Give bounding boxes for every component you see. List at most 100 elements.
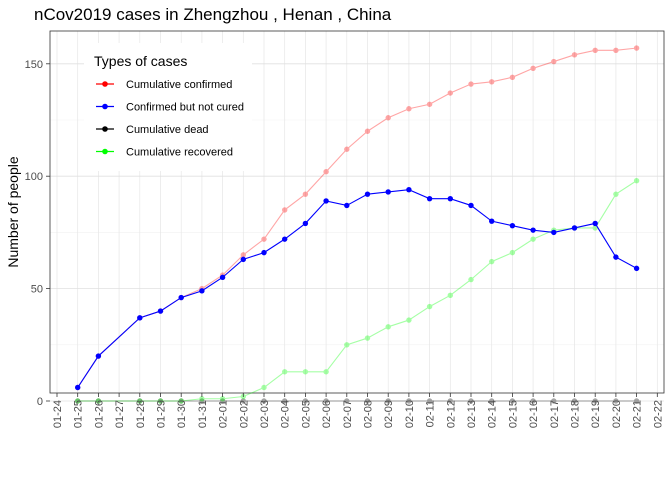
data-point bbox=[364, 398, 371, 404]
data-point bbox=[385, 398, 391, 404]
data-point bbox=[592, 398, 598, 404]
legend: Cumulative confirmed Confirmed but not cu… bbox=[96, 79, 244, 159]
data-point bbox=[468, 202, 474, 209]
data-point bbox=[261, 249, 267, 256]
data-point bbox=[344, 398, 350, 404]
data-point bbox=[157, 398, 164, 404]
data-point bbox=[261, 384, 267, 391]
data-point bbox=[592, 220, 598, 227]
data-point bbox=[613, 191, 619, 197]
data-point bbox=[282, 236, 288, 242]
data-point bbox=[137, 398, 143, 404]
legend-label: Cumulative recovered bbox=[126, 147, 233, 159]
data-point bbox=[633, 177, 640, 184]
x-tick-label: 02-12 bbox=[445, 400, 457, 428]
data-point bbox=[344, 342, 350, 348]
data-point bbox=[426, 195, 433, 202]
data-point bbox=[551, 58, 557, 65]
data-point bbox=[571, 225, 578, 231]
x-tick-label: 02-07 bbox=[342, 400, 354, 428]
data-point bbox=[426, 398, 433, 404]
x-tick-label: 02-11 bbox=[425, 400, 437, 427]
data-point bbox=[199, 398, 205, 404]
x-tick-label: 02-02 bbox=[238, 400, 250, 428]
data-point bbox=[509, 398, 516, 404]
data-point bbox=[344, 202, 350, 209]
axes: 0 50 100 150 01-24 01-25 01-26 01-27 01-28 01-29 0… bbox=[25, 59, 665, 428]
data-point bbox=[364, 128, 371, 134]
data-point bbox=[489, 79, 495, 85]
series-cumulative-recovered bbox=[75, 177, 640, 404]
plot-panel-border bbox=[49, 30, 665, 394]
legend-key-point bbox=[102, 126, 108, 132]
x-tick-label: 02-01 bbox=[218, 400, 230, 428]
x-tick-label: 02-04 bbox=[280, 400, 292, 428]
data-point bbox=[385, 324, 391, 330]
data-point bbox=[530, 227, 536, 233]
data-point bbox=[344, 146, 350, 152]
x-tick-label: 02-22 bbox=[652, 400, 664, 428]
x-tick-label: 02-06 bbox=[321, 400, 333, 428]
data-point bbox=[178, 398, 184, 404]
data-point bbox=[178, 294, 184, 301]
data-point bbox=[323, 169, 329, 175]
x-tick-label: 02-13 bbox=[466, 400, 478, 428]
data-point bbox=[406, 106, 412, 112]
x-tick-label: 02-03 bbox=[259, 400, 271, 428]
legend-key-point bbox=[102, 103, 108, 110]
data-point bbox=[302, 191, 309, 197]
data-point bbox=[219, 274, 226, 281]
legend-label: Cumulative dead bbox=[126, 124, 209, 136]
data-point bbox=[240, 256, 246, 263]
data-point bbox=[240, 252, 246, 258]
x-tick-label: 01-24 bbox=[52, 400, 64, 428]
data-point bbox=[157, 398, 164, 404]
data-point bbox=[613, 47, 619, 54]
data-point bbox=[137, 398, 143, 404]
data-point bbox=[426, 101, 433, 107]
series-cumulative-dead bbox=[75, 398, 640, 404]
data-point bbox=[530, 236, 536, 242]
data-point bbox=[468, 276, 474, 283]
data-point bbox=[571, 398, 578, 404]
data-point bbox=[509, 74, 516, 80]
data-point bbox=[323, 398, 329, 404]
x-tick-label: 01-26 bbox=[93, 400, 105, 428]
x-tick-label: 01-28 bbox=[135, 400, 147, 428]
series-layer bbox=[75, 45, 640, 404]
data-point bbox=[75, 398, 81, 404]
data-point bbox=[406, 398, 412, 404]
y-tick-label: 50 bbox=[31, 284, 43, 296]
legend-label: Cumulative confirmed bbox=[126, 79, 232, 91]
data-point bbox=[364, 335, 371, 341]
data-point bbox=[199, 396, 205, 402]
data-point bbox=[426, 303, 433, 310]
data-point bbox=[613, 254, 619, 260]
data-point bbox=[240, 398, 246, 404]
data-point bbox=[551, 229, 557, 236]
x-tick-label: 02-20 bbox=[611, 400, 623, 428]
data-point bbox=[282, 369, 288, 375]
data-point bbox=[633, 45, 640, 51]
data-point bbox=[323, 369, 329, 375]
data-point bbox=[509, 249, 516, 256]
x-tick-label: 01-31 bbox=[197, 400, 209, 428]
series-confirmed-but-not-cured bbox=[75, 186, 640, 391]
x-tick-label: 02-10 bbox=[404, 400, 416, 428]
data-point bbox=[489, 398, 495, 404]
data-point bbox=[571, 52, 578, 58]
data-point bbox=[219, 396, 226, 402]
legend-label: Confirmed but not cured bbox=[126, 102, 244, 114]
series-line bbox=[77, 47, 637, 388]
data-point bbox=[302, 369, 309, 375]
data-point bbox=[219, 398, 226, 404]
data-point bbox=[282, 207, 288, 213]
data-point bbox=[551, 398, 557, 404]
y-tick-label: 100 bbox=[25, 171, 43, 183]
data-point bbox=[75, 384, 81, 391]
data-point bbox=[302, 398, 309, 404]
data-point bbox=[447, 398, 453, 404]
x-tick-label: 02-17 bbox=[549, 400, 561, 428]
y-tick-label: 0 bbox=[37, 396, 43, 408]
